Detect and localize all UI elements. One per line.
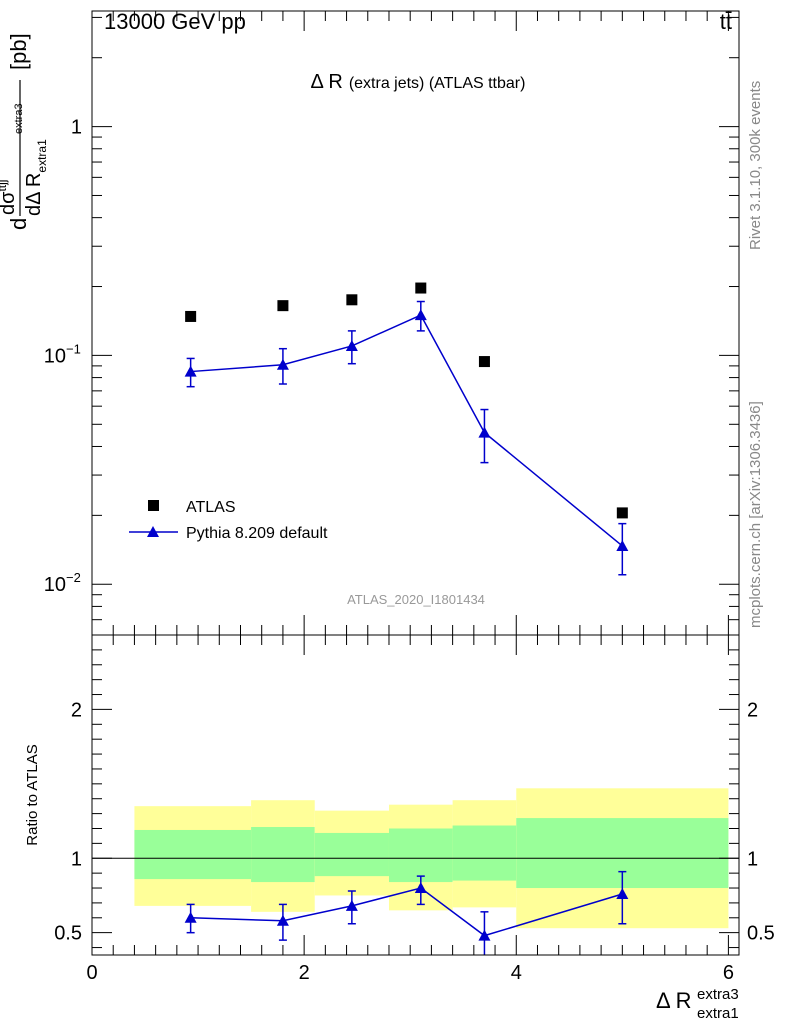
- ratio-band-inner: [251, 827, 315, 883]
- main-series: [184, 282, 629, 576]
- ratio-band-inner: [388, 828, 453, 883]
- legend-atlas-marker: [148, 500, 159, 511]
- ratio-point: [345, 899, 358, 911]
- main-x-ticks: [91, 11, 729, 635]
- ratio-y-tick-label-right: 1: [747, 848, 758, 870]
- mc-series-line: [190, 314, 623, 547]
- ratio-x-tick-label: 0: [86, 962, 97, 984]
- main-y-tick-label: 10: [44, 574, 66, 596]
- ratio-x-tick-label: 4: [511, 962, 522, 984]
- ratio-y-tick-label-left: 2: [71, 699, 82, 721]
- ratio-point: [616, 887, 629, 899]
- ratio-point: [184, 911, 197, 923]
- mc-point: [276, 358, 289, 370]
- x-axis-label-sub: extra1: [697, 1005, 739, 1022]
- ratio-y-label: Ratio to ATLAS: [24, 744, 41, 845]
- atlas-point: [277, 300, 289, 312]
- atlas-point: [346, 294, 358, 306]
- ratio-series: [184, 870, 629, 955]
- watermark: ATLAS_2020_I1801434: [347, 592, 485, 607]
- ratio-series-line: [190, 887, 623, 937]
- main-y-tick-exponent: −2: [66, 570, 81, 585]
- ratio-point: [276, 914, 289, 926]
- ratio-x-ticks: 0 2 4 6: [86, 635, 734, 984]
- ratio-band-inner: [134, 829, 252, 880]
- mc-point: [616, 539, 629, 551]
- ratio-band-inner: [314, 832, 389, 877]
- legend: ATLAS Pythia 8.209 default: [129, 499, 328, 542]
- plot-title-main: Δ R: [311, 71, 343, 93]
- x-axis-label-sup: extra3: [697, 986, 739, 1003]
- main-panel: 110−110−2 Δ R (extra jets) (ATLAS ttbar) …: [0, 10, 740, 636]
- ratio-point: [414, 882, 427, 894]
- atlas-point: [185, 310, 197, 322]
- y-label-denominator-sup: extra3: [13, 103, 25, 134]
- main-y-tick-label: 1: [71, 117, 82, 139]
- ratio-y-tick-label-left: 0.5: [54, 923, 82, 945]
- main-y-tick-label: 10: [44, 345, 66, 367]
- plot-title-rest: (extra jets) (ATLAS ttbar): [349, 75, 526, 92]
- mc-point: [184, 365, 197, 377]
- atlas-point: [478, 356, 490, 368]
- main-y-axis-label: d dσttjj dΔ Rextra1 extra3 [pb]: [0, 33, 49, 230]
- process-label: tt̄: [720, 9, 732, 34]
- mc-point: [478, 426, 491, 438]
- mc-point: [414, 309, 427, 321]
- ratio-point: [478, 929, 491, 941]
- main-y-ticks: 110−110−2: [44, 16, 739, 636]
- mc-point: [345, 339, 358, 351]
- legend-mc-marker: [147, 526, 159, 537]
- ratio-y-tick-label-right: 2: [747, 699, 758, 721]
- atlas-point: [616, 507, 628, 519]
- y-label-numerator: dσttjj: [0, 180, 19, 215]
- ratio-y-tick-label-right: 0.5: [747, 923, 775, 945]
- mcplots-label: mcplots.cern.ch [arXiv:1306.3436]: [747, 401, 764, 628]
- rivet-label: Rivet 3.1.10, 300k events: [747, 81, 764, 250]
- ratio-y-tick-label-left: 1: [71, 848, 82, 870]
- energy-label: 13000 GeV pp: [104, 9, 246, 34]
- ratio-band-inner: [452, 825, 517, 881]
- ratio-plot-frame: [91, 634, 740, 956]
- y-label-unit: [pb]: [6, 33, 31, 70]
- y-label-denominator: dΔ Rextra1: [23, 139, 49, 216]
- atlas-point: [415, 282, 427, 294]
- x-axis-label: Δ R: [656, 988, 691, 1013]
- plot-title: Δ R (extra jets) (ATLAS ttbar): [311, 71, 526, 93]
- main-y-tick-exponent: −1: [66, 341, 81, 356]
- ratio-y-ticks: 0.5 0.5 1 1 2 2: [54, 649, 775, 949]
- ratio-x-tick-label: 6: [723, 962, 734, 984]
- y-label-d: d: [6, 218, 31, 230]
- ratio-panel: 0.5 0.5 1 1 2 2 0 2 4 6 Ratio to ATLAS Δ R extra…: [24, 634, 775, 1022]
- legend-atlas-label: ATLAS: [186, 499, 236, 516]
- ratio-x-tick-label: 2: [299, 962, 310, 984]
- ratio-bands: [134, 788, 729, 929]
- legend-mc-label: Pythia 8.209 default: [186, 525, 328, 542]
